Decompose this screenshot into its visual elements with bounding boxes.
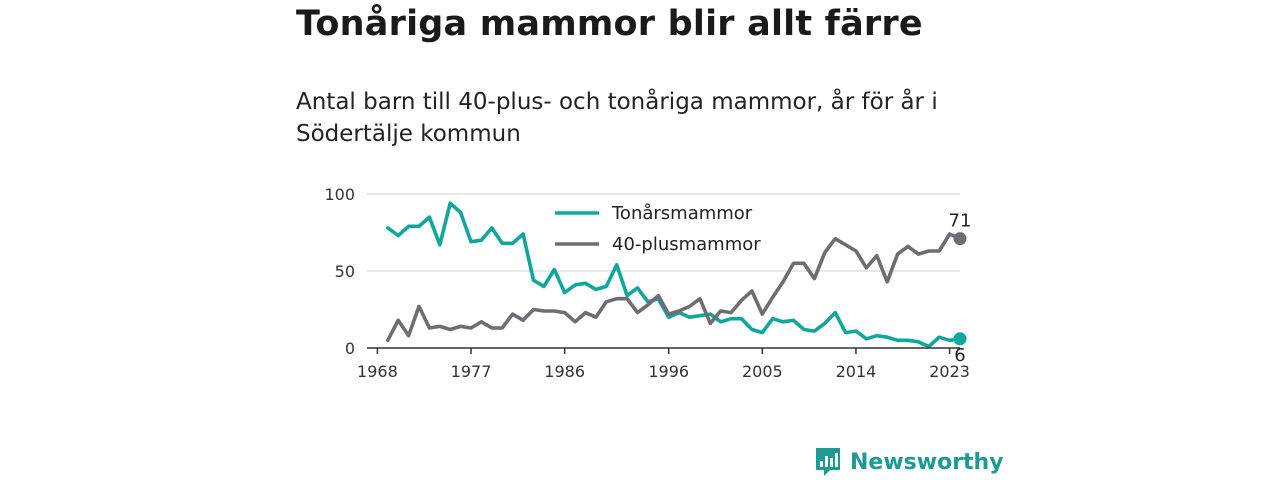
series-line-teen <box>385 201 962 349</box>
series-lines <box>385 201 967 349</box>
x-tick-label-2005: 2005 <box>742 362 783 381</box>
x-tick-label-2014: 2014 <box>836 362 877 381</box>
chart-subtitle: Antal barn till 40-plus- och tonåriga ma… <box>296 89 938 147</box>
end-point-forty-plus <box>953 232 967 246</box>
x-tick-label-2023: 2023 <box>929 362 970 381</box>
legend-label-forty-plus: 40-plusmammor <box>612 234 761 255</box>
x-tick-label-1977: 1977 <box>451 362 492 381</box>
y-tick-label-0: 0 <box>345 339 355 358</box>
page-title: Tonåriga mammor blir allt färre <box>296 4 923 44</box>
end-label-teen: 6 <box>954 345 965 366</box>
brand-logo: Newsworthy <box>814 446 1004 478</box>
legend-label-teen: Tonårsmammor <box>611 203 753 224</box>
end-labels: 71 6 <box>949 211 972 366</box>
x-tick-label-1996: 1996 <box>648 362 689 381</box>
axes: 0 50 100 1968 1977 1986 1996 2005 2014 2023 <box>324 185 970 381</box>
series-line-forty-plus <box>385 232 962 343</box>
brand-name: Newsworthy <box>850 449 1004 475</box>
end-point-teen <box>953 332 967 346</box>
y-tick-label-50: 50 <box>335 262 355 281</box>
y-tick-label-100: 100 <box>324 185 355 204</box>
grid-lines <box>367 193 960 272</box>
legend: Tonårsmammor 40-plusmammor <box>555 203 761 255</box>
bar-chart-badge-icon <box>816 448 840 476</box>
x-tick-label-1968: 1968 <box>357 362 398 381</box>
end-label-forty-plus: 71 <box>949 211 972 232</box>
x-tick-label-1986: 1986 <box>544 362 585 381</box>
